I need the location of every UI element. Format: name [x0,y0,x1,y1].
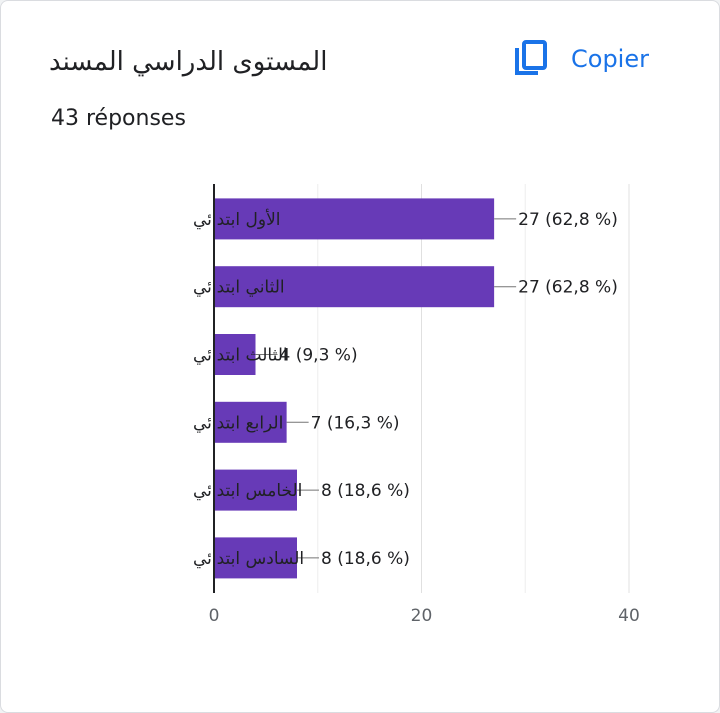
x-tick-label: 0 [209,606,220,626]
copy-label: Copier [571,45,649,73]
x-tick-label: 40 [618,606,640,626]
category-label: الخامس ابتدائي [193,481,302,501]
value-label: 27 (62,8 %) [518,278,618,298]
x-tick-label: 20 [411,606,433,626]
category-label: السادس ابتدائي [193,549,304,569]
card-title: المستوى الدراسي المسند [49,47,328,77]
category-label: الرابع ابتدائي [193,413,283,433]
bar [214,401,287,443]
bar [214,537,297,579]
bar [214,266,495,308]
copy-button[interactable]: Copier [513,39,649,79]
category-label: الثاني ابتدائي [193,278,285,298]
bar [214,469,297,511]
value-label: 8 (18,6 %) [321,549,410,569]
bar [214,334,256,375]
bar [214,198,495,240]
bar-chart: 0 20 40 27 (62,8 %) الأول ابتدائي 27 (62,8 %)… [193,184,640,626]
value-label: 27 (62,8 %) [518,210,618,230]
value-label: 4 (9,3 %) [280,346,358,366]
response-count: 43 réponses [51,106,186,131]
value-label: 8 (18,6 %) [321,481,410,501]
category-label: الأول ابتدائي [193,209,281,230]
value-label: 7 (16,3 %) [311,413,400,433]
category-label: الثالث ابتدائي [193,346,288,366]
copy-icon [515,40,547,75]
